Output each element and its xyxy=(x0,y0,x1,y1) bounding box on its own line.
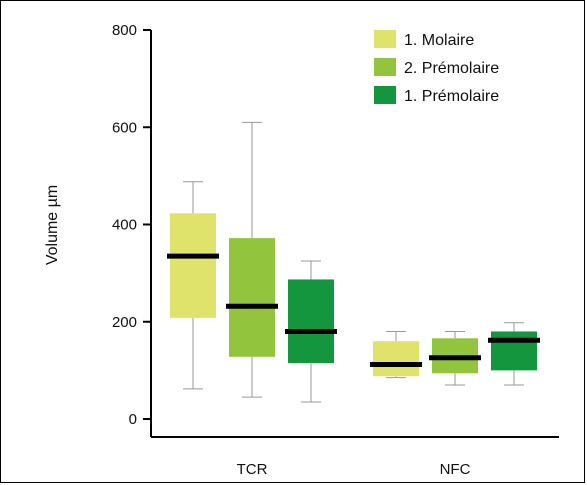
box-tcr-3 xyxy=(285,260,337,403)
box-nfc-1 xyxy=(370,330,422,379)
box-nfc-3 xyxy=(488,322,540,386)
y-axis: 0 200 400 600 800 xyxy=(112,22,152,437)
legend-swatch xyxy=(374,58,396,76)
y-axis-label: Volume µm xyxy=(44,185,61,265)
y-tick-label: 0 xyxy=(129,411,137,428)
box-body xyxy=(373,341,419,377)
box-plots xyxy=(167,121,540,403)
legend-swatch xyxy=(374,30,396,48)
y-tick-label: 200 xyxy=(112,314,137,331)
x-axis: TCR NFC xyxy=(151,436,559,478)
box-tcr-1 xyxy=(167,181,219,390)
legend-swatch xyxy=(374,86,396,104)
x-tick-label: NFC xyxy=(440,461,471,478)
box-body xyxy=(288,279,334,364)
box-nfc-2 xyxy=(429,330,481,386)
box-body xyxy=(170,213,216,318)
y-tick-label: 800 xyxy=(112,22,137,39)
x-tick-label: TCR xyxy=(237,461,268,478)
legend-label: 1. Molaire xyxy=(404,32,474,49)
legend-label: 1. Prémolaire xyxy=(404,88,499,105)
legend: 1. Molaire 2. Prémolaire 1. Prémolaire xyxy=(374,30,499,105)
legend-label: 2. Prémolaire xyxy=(404,60,499,77)
box-body xyxy=(229,238,275,357)
box-tcr-2 xyxy=(226,121,278,398)
box-body xyxy=(491,331,537,371)
y-tick-label: 600 xyxy=(112,119,137,136)
y-tick-label: 400 xyxy=(112,217,137,234)
